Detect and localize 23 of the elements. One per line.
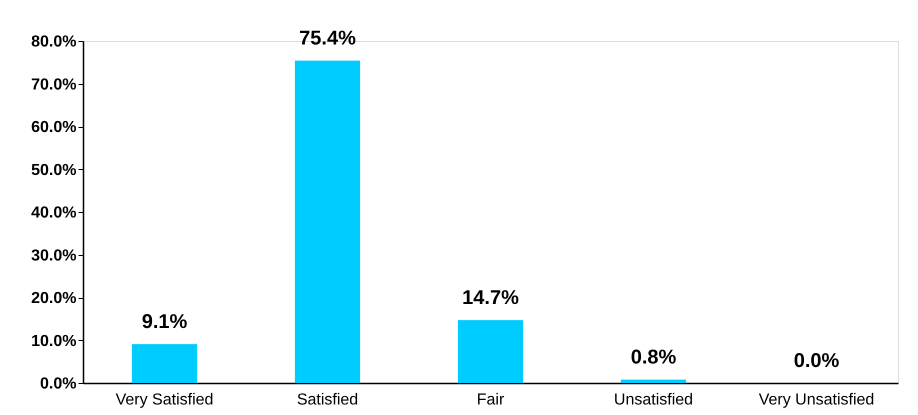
y-tick-label: 50.0% bbox=[31, 162, 76, 179]
data-label: 14.7% bbox=[462, 287, 520, 310]
y-tick-label: 20.0% bbox=[31, 290, 76, 307]
x-tick-label: Very Satisfied bbox=[116, 392, 214, 408]
y-tick-label: 70.0% bbox=[31, 76, 76, 94]
data-label: 75.4% bbox=[299, 28, 356, 50]
y-tick-label: 10.0% bbox=[31, 332, 76, 350]
y-tick-label: 30.0% bbox=[31, 247, 76, 264]
data-label: 9.1% bbox=[142, 311, 188, 334]
y-tick-label: 0.0% bbox=[40, 376, 76, 392]
bar bbox=[458, 320, 524, 383]
x-tick-label: Fair bbox=[476, 392, 505, 408]
bar bbox=[294, 60, 360, 383]
y-tick-label: 40.0% bbox=[31, 204, 76, 222]
bar bbox=[132, 344, 198, 383]
bar bbox=[620, 380, 686, 383]
data-label: 0.8% bbox=[630, 346, 677, 369]
x-tick-label: Satisfied bbox=[296, 392, 358, 408]
data-label: 0.0% bbox=[794, 350, 840, 372]
x-tick-label: Unsatisfied bbox=[614, 392, 694, 408]
y-tick-label: 80.0% bbox=[31, 34, 76, 50]
x-tick-label: Very Unsatisfied bbox=[758, 392, 874, 408]
y-tick-label: 60.0% bbox=[31, 119, 76, 136]
